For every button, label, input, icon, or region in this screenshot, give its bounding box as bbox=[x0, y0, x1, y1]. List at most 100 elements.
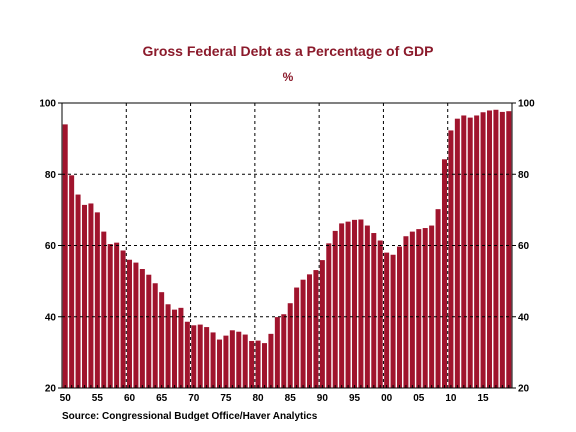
ytick-label-left-60: 60 bbox=[45, 241, 57, 252]
xtick-label-1950: 50 bbox=[60, 393, 72, 404]
bar-1977 bbox=[236, 331, 242, 388]
bar-1969 bbox=[184, 321, 190, 388]
bar-1994 bbox=[345, 221, 351, 388]
bar-1966 bbox=[165, 304, 171, 388]
bar-1957 bbox=[107, 244, 113, 388]
bar-1955 bbox=[94, 212, 100, 388]
bar-1958 bbox=[114, 242, 120, 388]
bar-2016 bbox=[486, 110, 492, 388]
bar-2018 bbox=[499, 111, 505, 388]
bar-2017 bbox=[493, 109, 499, 389]
chart-title: Gross Federal Debt as a Percentage of GD… bbox=[142, 43, 434, 59]
xtick-label-1955: 55 bbox=[92, 393, 104, 404]
bar-1968 bbox=[178, 307, 184, 388]
bar-1993 bbox=[339, 223, 345, 388]
bar-1978 bbox=[242, 334, 248, 388]
bar-2019 bbox=[506, 111, 512, 388]
xtick-label-2000: 00 bbox=[381, 393, 393, 404]
bar-1988 bbox=[306, 274, 312, 388]
bar-1985 bbox=[287, 303, 293, 388]
ytick-label-right-100: 100 bbox=[518, 99, 535, 110]
xtick-label-2015: 15 bbox=[478, 393, 490, 404]
bar-1990 bbox=[319, 260, 325, 388]
bar-2015 bbox=[480, 112, 486, 388]
bar-series bbox=[62, 109, 512, 389]
bar-1976 bbox=[229, 330, 235, 388]
ytick-label-left-80: 80 bbox=[45, 170, 57, 181]
ytick-label-right-40: 40 bbox=[518, 312, 530, 323]
bar-1964 bbox=[152, 283, 158, 388]
bar-1953 bbox=[81, 204, 87, 388]
bar-2008 bbox=[435, 209, 441, 388]
chart-subtitle: % bbox=[282, 70, 294, 84]
bar-2013 bbox=[467, 117, 473, 389]
bar-2006 bbox=[422, 228, 428, 388]
xtick-label-1960: 60 bbox=[124, 393, 136, 404]
xtick-label-2005: 05 bbox=[413, 393, 425, 404]
bar-1956 bbox=[101, 231, 107, 388]
xtick-label-1995: 95 bbox=[349, 393, 361, 404]
ytick-label-left-40: 40 bbox=[45, 312, 57, 323]
xtick-label-2010: 10 bbox=[445, 393, 457, 404]
bar-1965 bbox=[159, 292, 165, 388]
bar-1989 bbox=[313, 270, 319, 388]
ytick-label-left-100: 100 bbox=[39, 99, 56, 110]
xtick-label-1990: 90 bbox=[317, 393, 329, 404]
bar-1982 bbox=[268, 333, 274, 388]
bar-2003 bbox=[403, 236, 409, 388]
bar-1967 bbox=[171, 309, 177, 389]
bar-1980 bbox=[255, 340, 261, 388]
bar-2010 bbox=[448, 130, 454, 388]
bar-1962 bbox=[139, 269, 145, 388]
bar-1981 bbox=[261, 343, 267, 388]
bar-2000 bbox=[384, 252, 390, 389]
bar-1972 bbox=[204, 327, 210, 388]
bar-1963 bbox=[146, 274, 152, 388]
xtick-label-1965: 65 bbox=[156, 393, 168, 404]
ytick-label-right-60: 60 bbox=[518, 241, 530, 252]
tick-labels: 20 20 40 40 60 60 80 80 100 100 50 55 60 65 70 75 80 85 90… bbox=[39, 99, 535, 405]
bar-1952 bbox=[75, 194, 81, 388]
bar-1975 bbox=[223, 335, 229, 388]
bar-1998 bbox=[371, 233, 377, 388]
ytick-label-right-80: 80 bbox=[518, 170, 530, 181]
bar-2007 bbox=[429, 225, 435, 388]
bar-1991 bbox=[326, 243, 332, 388]
bar-1986 bbox=[294, 287, 300, 388]
ytick-label-left-20: 20 bbox=[45, 384, 57, 395]
source-note: Source: Congressional Budget Office/Have… bbox=[62, 411, 318, 422]
bar-1984 bbox=[281, 314, 287, 388]
bar-2011 bbox=[454, 118, 460, 389]
bar-2012 bbox=[461, 115, 467, 388]
bar-1974 bbox=[216, 339, 222, 388]
gridlines bbox=[62, 103, 512, 388]
bar-1997 bbox=[364, 225, 370, 388]
bar-1999 bbox=[377, 240, 383, 388]
bar-1970 bbox=[191, 325, 197, 388]
bar-1971 bbox=[197, 324, 203, 388]
bar-1960 bbox=[126, 259, 132, 388]
bar-2014 bbox=[474, 115, 480, 388]
bar-2005 bbox=[416, 229, 422, 388]
bar-1996 bbox=[358, 219, 364, 388]
xtick-label-1985: 85 bbox=[285, 393, 297, 404]
bar-2004 bbox=[409, 231, 415, 388]
xtick-label-1970: 70 bbox=[188, 393, 200, 404]
bar-2002 bbox=[396, 246, 402, 388]
bar-1979 bbox=[249, 340, 255, 388]
bar-1950 bbox=[62, 124, 68, 389]
bar-1951 bbox=[69, 175, 75, 388]
ytick-label-right-20: 20 bbox=[518, 384, 530, 395]
bar-1992 bbox=[332, 230, 338, 388]
xtick-label-1975: 75 bbox=[220, 393, 232, 404]
bar-1961 bbox=[133, 262, 139, 388]
xtick-label-1980: 80 bbox=[253, 393, 265, 404]
bar-1973 bbox=[210, 332, 216, 388]
bar-2009 bbox=[441, 159, 447, 388]
bar-2001 bbox=[390, 254, 396, 388]
bar-1954 bbox=[88, 203, 94, 388]
bar-1983 bbox=[274, 317, 280, 388]
bar-1995 bbox=[351, 219, 357, 388]
bar-1987 bbox=[300, 279, 306, 388]
